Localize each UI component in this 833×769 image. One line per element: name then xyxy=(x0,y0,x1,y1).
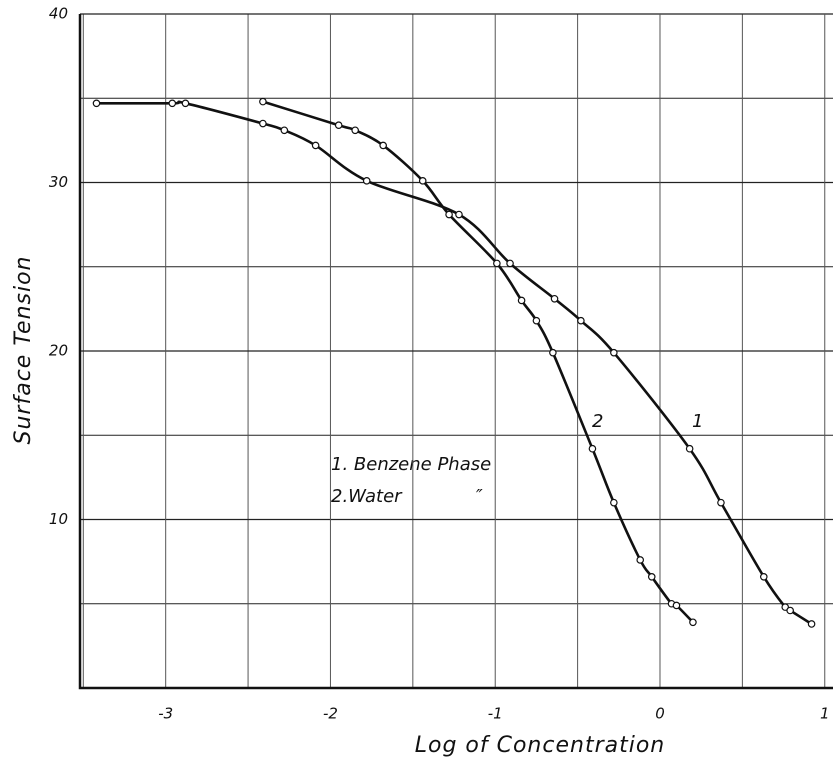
x-tick-label: -3 xyxy=(158,705,173,723)
data-point xyxy=(311,141,320,150)
data-point xyxy=(786,606,794,615)
data-point xyxy=(759,572,768,581)
data-point xyxy=(577,316,585,325)
data-point xyxy=(717,498,725,507)
ditto-mark: ″ xyxy=(476,486,483,507)
data-point xyxy=(455,210,463,219)
x-axis-label: Log of Concentration xyxy=(415,733,666,758)
data-point xyxy=(506,259,514,268)
y-tick-label: 30 xyxy=(49,173,68,191)
axis-frame xyxy=(78,14,833,690)
legend-entry: 2.Water xyxy=(331,486,403,507)
series-line xyxy=(96,100,813,626)
x-tick-label: -1 xyxy=(488,705,503,723)
x-tick-label: -2 xyxy=(323,705,338,723)
data-point xyxy=(445,210,453,219)
data-point xyxy=(689,618,697,627)
y-tick-label: 20 xyxy=(49,342,68,360)
data-point xyxy=(610,348,618,357)
y-tick-label: 10 xyxy=(49,510,68,528)
data-point xyxy=(610,498,618,507)
data-point xyxy=(550,294,559,303)
y-axis-label: Surface Tension xyxy=(11,256,36,445)
data-point xyxy=(168,99,177,108)
data-point xyxy=(334,121,343,130)
curve-label: 2 xyxy=(592,411,603,432)
data-point xyxy=(672,601,681,610)
data-point xyxy=(517,296,526,305)
data-point xyxy=(92,99,101,108)
data-point xyxy=(532,316,541,325)
curve-label: 1 xyxy=(692,411,703,432)
x-tick-label: 1 xyxy=(820,705,830,723)
x-tick-label: 0 xyxy=(655,705,665,723)
data-point xyxy=(418,177,427,185)
data-point xyxy=(379,141,387,150)
data-point xyxy=(493,259,501,268)
data-point xyxy=(280,126,289,135)
data-point xyxy=(259,97,267,106)
data-point xyxy=(685,444,694,453)
data-point xyxy=(362,177,371,185)
data-point xyxy=(636,556,645,564)
data-point xyxy=(807,620,816,628)
y-tick-label: 40 xyxy=(49,5,68,23)
data-point xyxy=(588,444,597,453)
legend-entry: 1. Benzene Phase xyxy=(331,454,491,475)
data-point xyxy=(549,348,557,357)
data-point xyxy=(351,126,359,135)
data-point xyxy=(647,572,656,581)
data-point xyxy=(181,99,190,108)
data-point xyxy=(259,119,267,128)
series-line xyxy=(262,100,694,624)
